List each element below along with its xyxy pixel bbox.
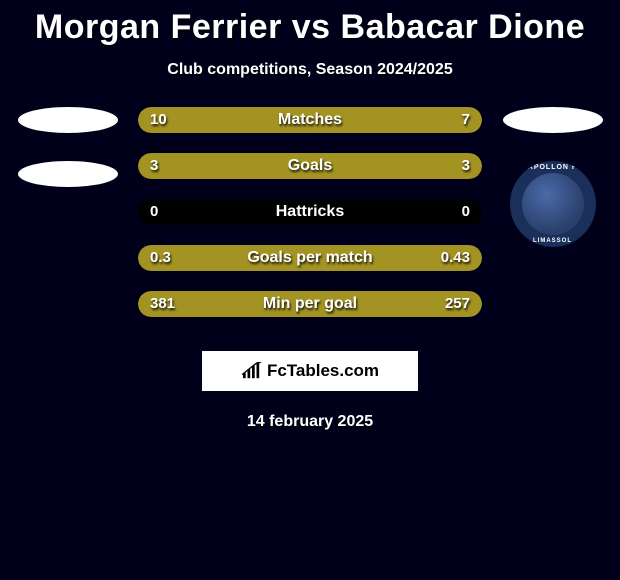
club-badge: APOLLON F LIMASSOL — [510, 161, 596, 247]
stat-value-left: 0 — [150, 199, 158, 225]
stat-value-right: 0.43 — [441, 245, 470, 271]
stat-value-right: 7 — [462, 107, 470, 133]
player-photo-placeholder — [503, 107, 603, 133]
player-photo-placeholder — [18, 107, 118, 133]
stat-bar-track — [138, 291, 482, 317]
brand-logo: FcTables.com — [202, 351, 418, 391]
club-logo-placeholder — [18, 161, 118, 187]
stat-bar-fill-left — [138, 153, 310, 179]
brand-text: FcTables.com — [267, 361, 379, 381]
page-title: Morgan Ferrier vs Babacar Dione — [0, 8, 620, 47]
stat-value-right: 3 — [462, 153, 470, 179]
stat-value-left: 381 — [150, 291, 175, 317]
stat-value-left: 10 — [150, 107, 167, 133]
stat-row: Hattricks00 — [138, 199, 482, 225]
stat-bar-track — [138, 245, 482, 271]
player-right-badges: APOLLON F LIMASSOL — [495, 107, 610, 247]
stat-value-left: 3 — [150, 153, 158, 179]
page-subtitle: Club competitions, Season 2024/2025 — [0, 61, 620, 79]
stat-bar-track — [138, 107, 482, 133]
stat-row: Matches107 — [138, 107, 482, 133]
bar-chart-icon — [241, 362, 263, 380]
stat-bar-fill-left — [138, 107, 340, 133]
player-left-badges — [10, 107, 125, 215]
stat-value-right: 257 — [445, 291, 470, 317]
stat-row: Min per goal381257 — [138, 291, 482, 317]
club-badge-inner — [522, 173, 584, 235]
stat-row: Goals33 — [138, 153, 482, 179]
stat-bar-fill-right — [310, 153, 482, 179]
date-text: 14 february 2025 — [0, 413, 620, 431]
stat-bars: Matches107Goals33Hattricks00Goals per ma… — [138, 107, 482, 337]
stat-value-right: 0 — [462, 199, 470, 225]
stat-bar-track — [138, 153, 482, 179]
stat-value-left: 0.3 — [150, 245, 171, 271]
stat-row: Goals per match0.30.43 — [138, 245, 482, 271]
header: Morgan Ferrier vs Babacar Dione Club com… — [0, 0, 620, 79]
club-badge-bottom-text: LIMASSOL — [510, 238, 596, 244]
club-badge-top-text: APOLLON F — [510, 164, 596, 171]
stat-bar-track — [138, 199, 482, 225]
comparison-area: APOLLON F LIMASSOL Matches107Goals33Hatt… — [0, 119, 620, 339]
